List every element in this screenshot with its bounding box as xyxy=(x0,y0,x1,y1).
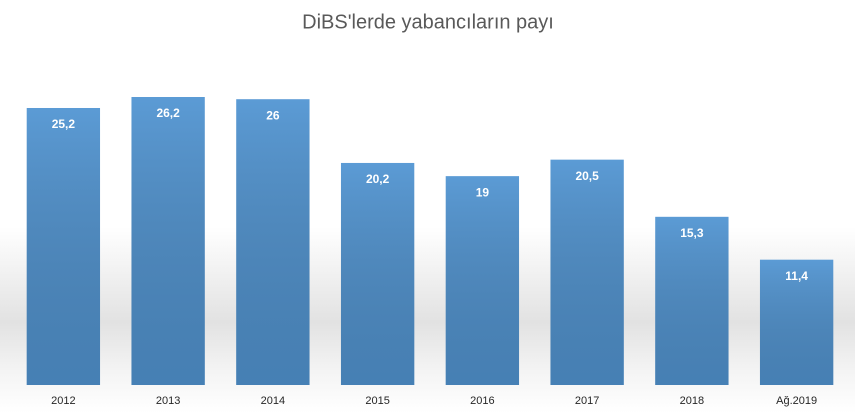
bar-shade xyxy=(131,97,205,385)
bar-shade xyxy=(340,162,415,385)
x-tick-label: 2013 xyxy=(156,395,180,407)
bar-shade xyxy=(445,176,520,385)
x-tick-label: 2015 xyxy=(365,395,389,407)
value-label: 15,3 xyxy=(680,226,704,240)
bar-shade xyxy=(655,216,729,385)
value-label: 19 xyxy=(476,185,490,199)
x-tick-label: 2017 xyxy=(575,395,599,407)
value-label: 11,4 xyxy=(785,269,808,283)
x-tick-label: 2018 xyxy=(680,395,704,407)
x-tick-label: Ağ.2019 xyxy=(776,395,817,407)
bar-shade xyxy=(759,259,834,385)
x-tick-label: 2012 xyxy=(51,395,75,407)
bar-shade xyxy=(26,107,101,385)
chart-title: DiBS'lerde yabancıların payı xyxy=(302,11,554,33)
value-label: 20,5 xyxy=(575,169,599,183)
bar-shade xyxy=(550,159,624,385)
x-tick-label: 2016 xyxy=(470,395,494,407)
bar-shade xyxy=(236,99,310,385)
value-label: 26 xyxy=(266,108,280,122)
x-tick-label: 2014 xyxy=(261,395,285,407)
value-label: 20,2 xyxy=(366,172,390,186)
value-label: 26,2 xyxy=(156,106,180,120)
value-label: 25,2 xyxy=(52,117,76,131)
